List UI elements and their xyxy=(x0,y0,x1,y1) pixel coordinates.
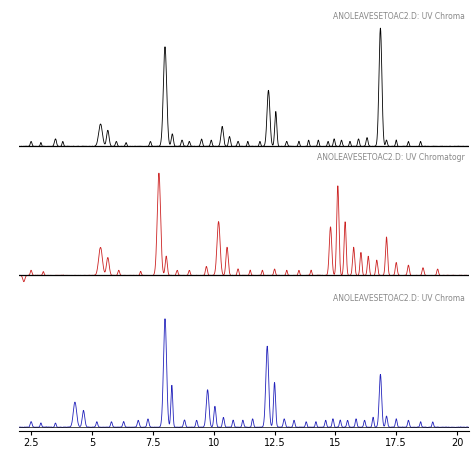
Text: ANOLEAVESETOAC2.D: UV Chroma: ANOLEAVESETOAC2.D: UV Chroma xyxy=(333,12,465,21)
Text: ANOLEAVESETOAC2.D: UV Chroma: ANOLEAVESETOAC2.D: UV Chroma xyxy=(333,293,465,302)
Text: ANOLEAVESETOAC2.D: UV Chromatogr: ANOLEAVESETOAC2.D: UV Chromatogr xyxy=(317,153,465,162)
